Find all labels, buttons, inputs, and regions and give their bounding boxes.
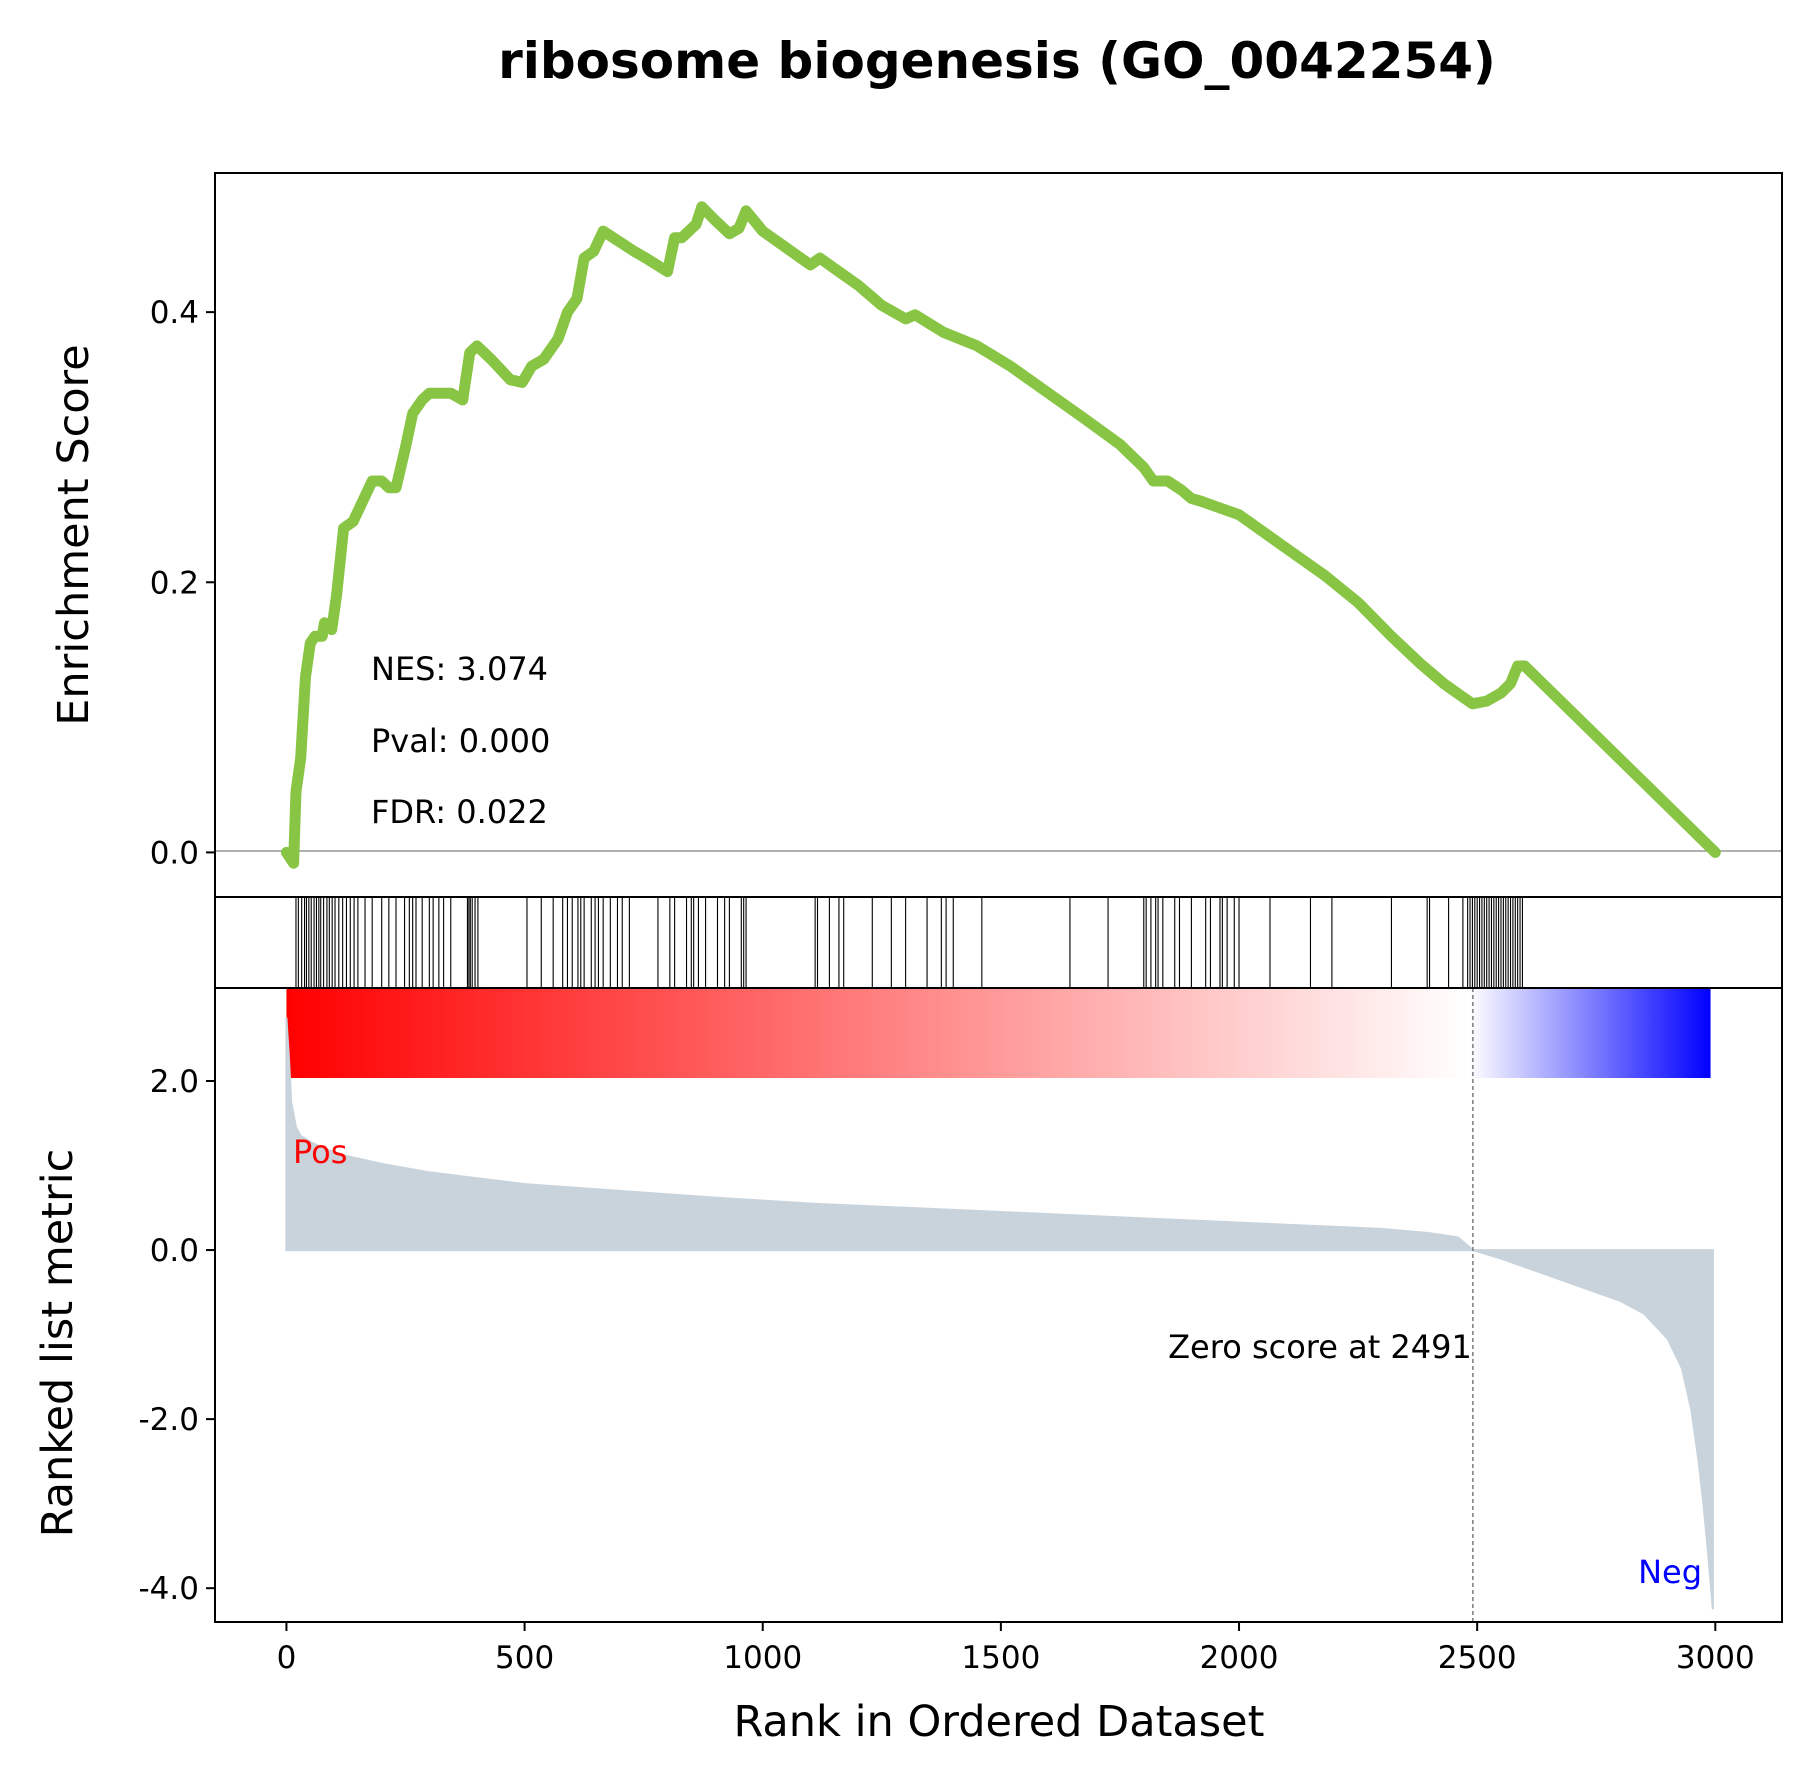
x-tick-label: 1500 — [961, 1640, 1040, 1676]
ranked-metric-panel: 2.0 0.0 -2.0 -4.0 Pos Neg Zero score at 249… — [33, 987, 1783, 1623]
enrichment-line — [280, 201, 1721, 869]
ranked-frame — [214, 987, 1783, 1623]
ranked-y-axis-label: Ranked list metric — [33, 1149, 83, 1538]
es-y-tick-label: 0.4 — [150, 295, 199, 331]
hits-frame — [214, 896, 1783, 989]
chart-title: ribosome biogenesis (GO_0042254) — [498, 32, 1496, 90]
es-y-tick-label: 0.2 — [150, 565, 199, 601]
rank-y-tick-label: 2.0 — [150, 1064, 199, 1100]
x-axis-label: Rank in Ordered Dataset — [733, 1697, 1264, 1747]
enrichment-score-panel: 0.0 0.2 0.4 NES: 3.074 Pval: 0.000 FDR: 0.… — [49, 172, 1783, 898]
x-tick-label: 2000 — [1200, 1640, 1279, 1676]
rank-y-tick-label: -2.0 — [139, 1402, 200, 1438]
pos-label: Pos — [293, 1133, 347, 1171]
x-tick-label: 3000 — [1676, 1640, 1755, 1676]
enrichment-y-axis-label: Enrichment Score — [49, 344, 99, 726]
ranked-metric-area — [285, 1017, 1714, 1610]
fdr-label: FDR: 0.022 — [371, 793, 548, 831]
x-tick-label: 500 — [495, 1640, 554, 1676]
x-tick-label: 0 — [277, 1640, 297, 1676]
pval-label: Pval: 0.000 — [371, 722, 550, 760]
rank-y-tick-label: 0.0 — [150, 1233, 199, 1269]
zero-score-label: Zero score at 2491 — [1168, 1328, 1472, 1366]
nes-label: NES: 3.074 — [371, 650, 548, 688]
rank-color-bar — [286, 988, 1711, 1078]
enrichment-frame — [214, 172, 1783, 898]
x-tick-label: 1000 — [723, 1640, 802, 1676]
x-tick-label: 2500 — [1438, 1640, 1517, 1676]
gene-hits-panel — [214, 896, 1783, 989]
x-axis: 0 500 1000 1500 2000 2500 3000 — [277, 1622, 1755, 1676]
neg-label: Neg — [1638, 1553, 1702, 1591]
rank-y-tick-label: -4.0 — [139, 1571, 200, 1607]
es-y-tick-label: 0.0 — [150, 835, 199, 871]
